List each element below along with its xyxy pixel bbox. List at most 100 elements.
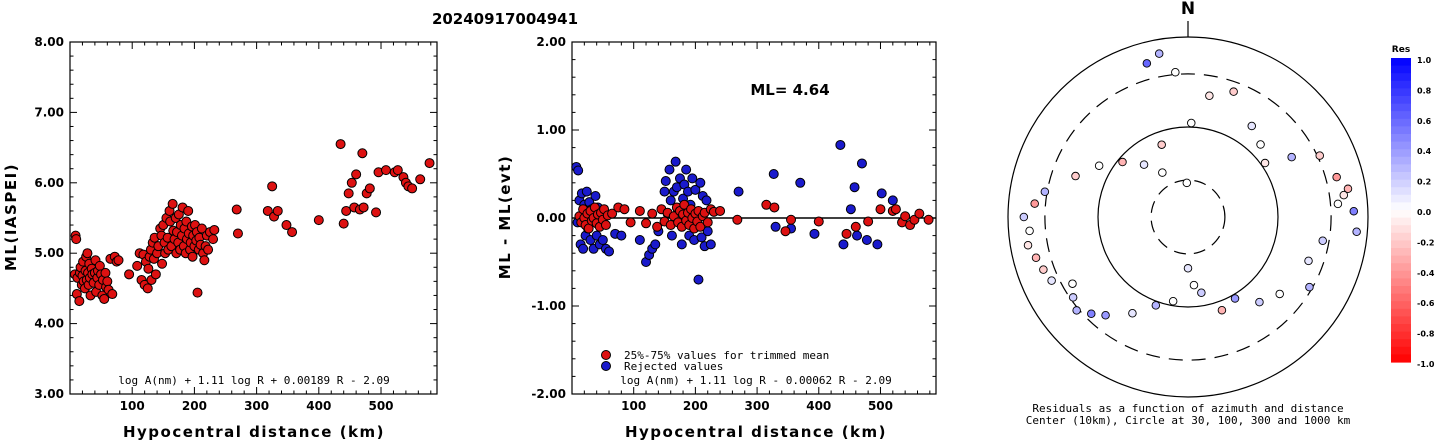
p1-data-point <box>157 258 168 269</box>
colorbar-segment <box>1391 156 1411 165</box>
station-residual-point <box>1171 67 1180 77</box>
p1-data-point <box>281 220 292 231</box>
p2-rejected-point <box>872 239 883 250</box>
p1-data-point <box>415 174 426 185</box>
p1-ylabel: ML(IASPEI) <box>2 163 20 271</box>
colorbar-segment <box>1391 65 1411 74</box>
p1-data-point <box>392 165 403 176</box>
p2-rejected-point <box>845 204 856 215</box>
station-residual-point <box>1256 140 1265 149</box>
station-residual-point <box>1197 288 1206 298</box>
p1-data-point <box>74 296 85 307</box>
colorbar-segment <box>1391 134 1411 143</box>
p2-rejected-point <box>590 191 601 201</box>
legend-marker-trimmed <box>601 350 611 360</box>
colorbar-segment <box>1391 217 1411 226</box>
colorbar-segment <box>1391 324 1411 333</box>
colorbar-segment <box>1391 278 1411 287</box>
p1-data-point <box>192 287 203 298</box>
station-residual-point <box>1352 227 1361 237</box>
p1-ytick-label: 5.00 <box>34 246 64 260</box>
station-residual-point <box>1031 253 1041 262</box>
north-label: N <box>1181 0 1195 19</box>
station-residual-point <box>1128 309 1137 318</box>
station-residual-point <box>1349 206 1359 216</box>
p2-trimmed-point <box>780 226 791 237</box>
p2-rejected-point <box>835 139 846 150</box>
station-residual-point <box>1094 161 1104 170</box>
p1-ytick-label: 3.00 <box>34 387 64 401</box>
p2-rejected-point <box>795 177 806 188</box>
p2-trimmed-point <box>607 208 618 219</box>
p2-trimmed-point <box>786 214 797 225</box>
station-residual-point <box>1040 187 1050 197</box>
p2-rejected-point <box>849 182 860 193</box>
p2-rejected-point <box>768 169 779 179</box>
station-residual-point <box>1315 151 1324 160</box>
p1-data-point <box>99 293 110 304</box>
p2-trimmed-point <box>914 208 925 219</box>
station-residual-point <box>1068 279 1077 288</box>
p1-data-point <box>143 263 154 274</box>
station-residual-point <box>1154 49 1164 58</box>
p2-trimmed-point <box>641 218 652 229</box>
colorbar-tick-label: 0.0 <box>1417 208 1432 217</box>
p2-xtick-label: 500 <box>868 399 893 413</box>
colorbar-segment <box>1391 255 1411 264</box>
p2-rejected-point <box>690 184 701 195</box>
colorbar-tick-label: 1.0 <box>1417 56 1432 65</box>
circle-100km <box>1097 126 1279 308</box>
station-residual-point <box>1030 199 1039 208</box>
colorbar-segment <box>1391 149 1411 158</box>
p1-data-point <box>407 183 418 194</box>
colorbar-segment <box>1391 232 1411 241</box>
p2-rejected-point <box>573 165 584 176</box>
p2-rejected-point <box>696 232 707 243</box>
p1-data-point <box>124 269 135 280</box>
p1-xtick-label: 500 <box>368 399 393 413</box>
azimuth-residual-panel: N Res Residuals as a function of azimuth… <box>1007 0 1435 427</box>
colorbar-segment <box>1391 103 1411 112</box>
colorbar-segment <box>1391 202 1411 211</box>
colorbar-segment <box>1391 339 1411 348</box>
station-residual-point <box>1023 240 1033 250</box>
colorbar-segment <box>1391 88 1411 97</box>
colorbar-segment <box>1391 80 1411 89</box>
p1-data-point <box>199 255 210 266</box>
p1-frame <box>69 41 438 395</box>
station-residual-point <box>1142 59 1152 68</box>
p1-data-point <box>335 139 346 150</box>
legend-label-rejected: Rejected values <box>624 360 723 373</box>
p2-xtick-label: 400 <box>806 399 831 413</box>
colorbar-tick-label: 0.2 <box>1417 178 1431 187</box>
p2-ytick-label: -2.00 <box>531 387 566 401</box>
station-residual-point <box>1168 296 1178 306</box>
p2-trimmed-point <box>863 216 874 227</box>
p2-rejected-point <box>887 195 898 206</box>
colorbar-segment <box>1391 118 1411 127</box>
p2-rejected-point <box>770 221 781 232</box>
p2-trimmed-point <box>695 221 706 232</box>
p2-rejected-point <box>687 173 698 184</box>
colorbar-segment <box>1391 96 1411 105</box>
p2-rejected-point <box>665 195 676 206</box>
p2-trimmed-point <box>625 217 636 228</box>
p1-data-point <box>100 267 111 278</box>
station-residual-point <box>1087 309 1096 318</box>
p1-data-point <box>232 228 243 239</box>
colorbar-segment <box>1391 263 1411 272</box>
p2-trimmed-point <box>619 204 630 215</box>
p2-xtick-label: 300 <box>745 399 770 413</box>
station-residual-point <box>1333 199 1343 209</box>
station-residual-point <box>1230 294 1240 303</box>
p2-rejected-point <box>733 186 744 197</box>
residual-vs-distance-panel: ML - ML(evt) Hypocentral distance (km) M… <box>496 35 937 441</box>
p1-data-point <box>351 169 362 180</box>
p1-data-point <box>187 251 198 262</box>
circle-30km <box>1150 179 1226 255</box>
p1-data-point <box>208 234 219 245</box>
colorbar-segment <box>1391 187 1411 196</box>
station-residual-point <box>1305 282 1314 292</box>
p2-trimmed-point <box>702 217 713 228</box>
p2-trimmed-point <box>850 221 861 232</box>
